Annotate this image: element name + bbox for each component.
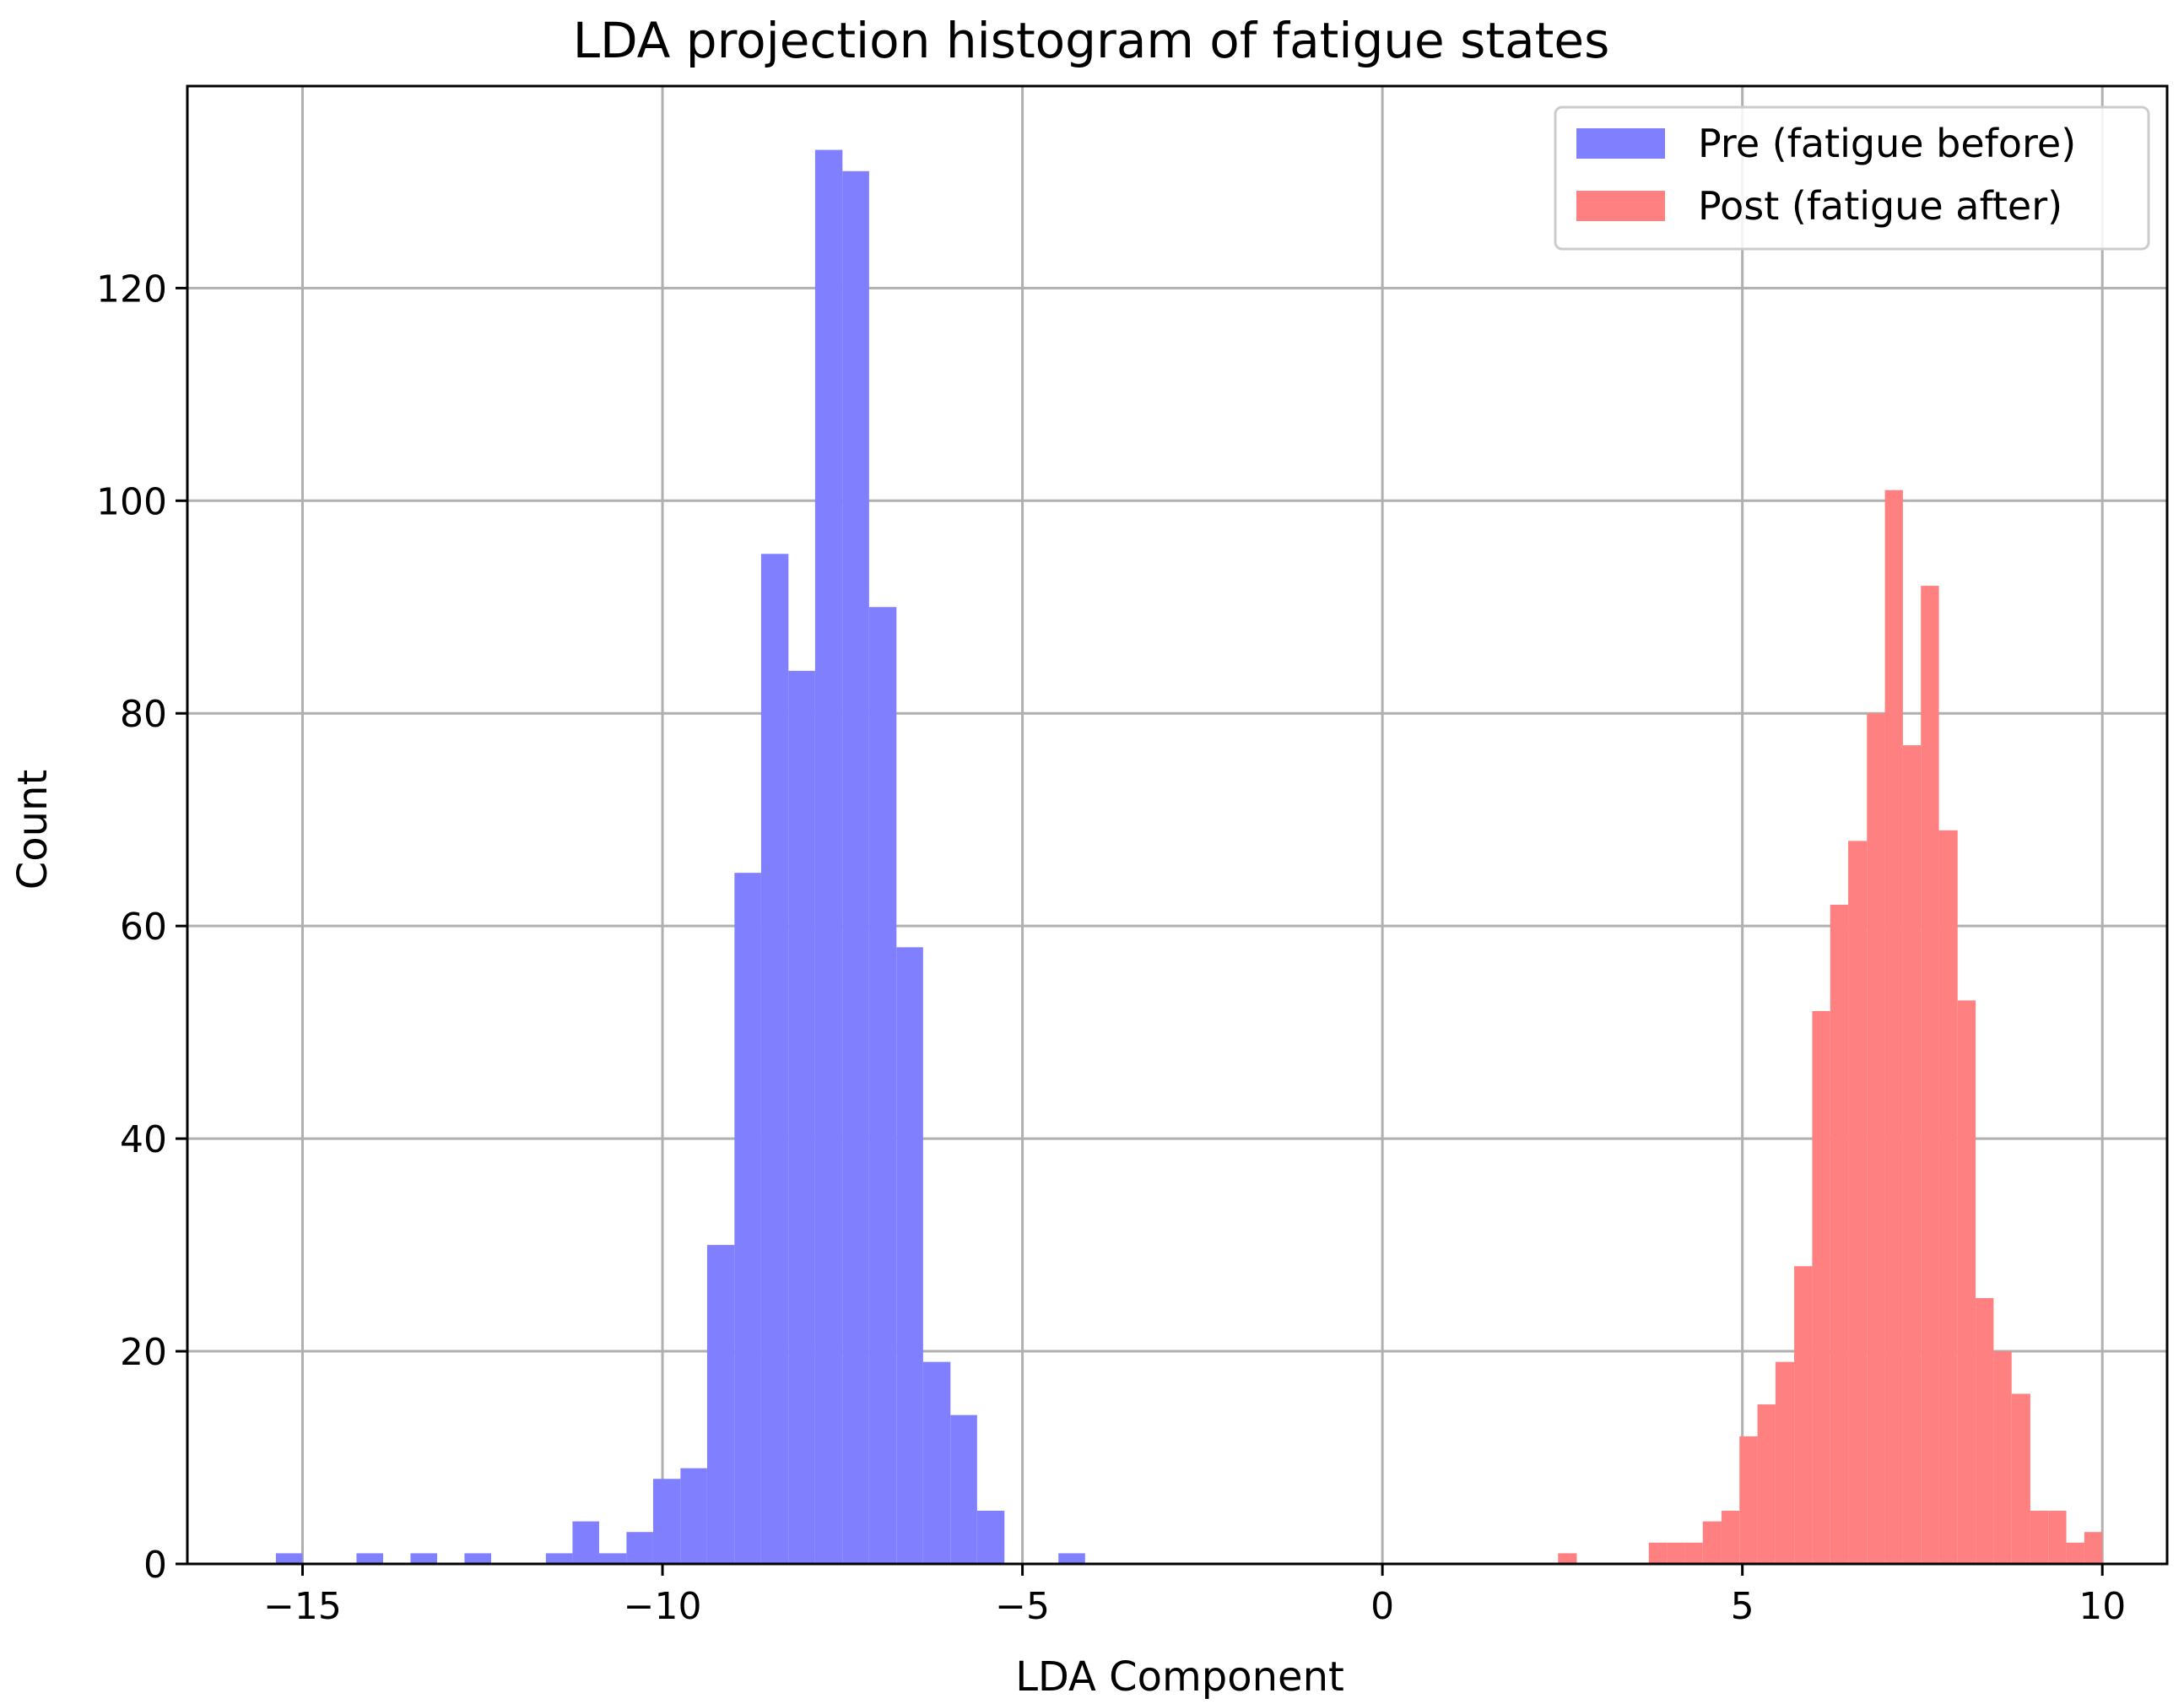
pre-bar [734,873,761,1564]
y-tick-label: 60 [120,906,167,949]
pre-bar [356,1553,384,1564]
legend: Pre (fatigue before) Post (fatigue after) [1554,105,2150,251]
post-bar [1812,1010,1830,1564]
x-axis-ticks: −15 −10 −5 0 5 10 [263,1564,2126,1628]
pre-bar [410,1553,438,1564]
legend-label-post: Post (fatigue after) [1698,183,2062,229]
y-tick-label: 0 [143,1544,167,1587]
pre-bar [680,1468,707,1564]
y-tick-label: 100 [96,480,167,523]
post-bar [1921,586,1939,1565]
pre-bar [652,1479,681,1564]
post-bar [1739,1436,1758,1564]
pre-bar [868,607,897,1564]
y-tick-label: 120 [96,268,167,311]
x-tick-label: 10 [2079,1585,2126,1628]
post-bar [1702,1521,1722,1564]
post-bar [1867,713,1885,1564]
post-bar [1938,830,1958,1564]
plot-frame [186,84,2169,1566]
post-bar [1976,1298,1994,1564]
pre-bar [706,1245,735,1564]
legend-box [1554,105,2150,251]
x-tick-label: 0 [1370,1585,1394,1628]
legend-swatch-post [1576,191,1665,221]
pre-bar [626,1532,653,1564]
pre-bar [922,1361,951,1564]
x-tick-label: 5 [1731,1585,1754,1628]
post-bar [1648,1542,1668,1564]
histogram-bars [275,149,2103,1565]
post-bar [2011,1393,2030,1564]
post-bar [1884,490,1903,1564]
x-tick-label: −5 [995,1585,1050,1628]
post-bar [2030,1511,2049,1564]
y-axis-label: Count [9,770,57,890]
pre-bar [545,1553,573,1564]
post-bar [1775,1361,1795,1564]
post-bar [1794,1266,1813,1564]
y-tick-label: 20 [120,1331,167,1374]
pre-bar [1058,1553,1085,1564]
pre-bar [598,1553,627,1564]
pre-bar [976,1511,1005,1564]
post-bar [1830,904,1849,1564]
y-axis-ticks: 0 20 40 60 80 100 120 [96,268,187,1587]
post-bar [2048,1511,2067,1564]
pre-bar [572,1521,599,1564]
post-bar [1993,1351,2012,1564]
post-bar [2084,1532,2103,1564]
post-bar [1957,1000,1976,1564]
x-axis-label: LDA Component [1015,1653,1344,1701]
post-bar [1684,1542,1703,1564]
pre-bar [464,1553,492,1564]
post-bar [1667,1542,1685,1564]
pre-bar [275,1553,303,1564]
pre-bar [760,554,789,1564]
pre-bar [842,170,869,1564]
pre-bar [788,670,815,1564]
post-bar [1558,1553,1577,1564]
pre-bar [950,1415,977,1564]
post-bar [1848,841,1868,1564]
legend-label-pre: Pre (fatigue before) [1698,121,2076,166]
x-tick-label: −15 [263,1585,342,1628]
chart-title: LDA projection histogram of fatigue stat… [573,12,1610,69]
legend-swatch-pre [1576,128,1665,159]
y-tick-label: 80 [120,693,167,736]
post-bar [1757,1404,1776,1564]
pre-bar [814,149,843,1564]
x-tick-label: −10 [624,1585,702,1628]
y-tick-label: 40 [120,1118,167,1161]
post-bar [2066,1542,2084,1564]
post-bar [1902,745,1922,1564]
post-bar [1721,1511,1740,1564]
pre-bar [896,947,923,1564]
